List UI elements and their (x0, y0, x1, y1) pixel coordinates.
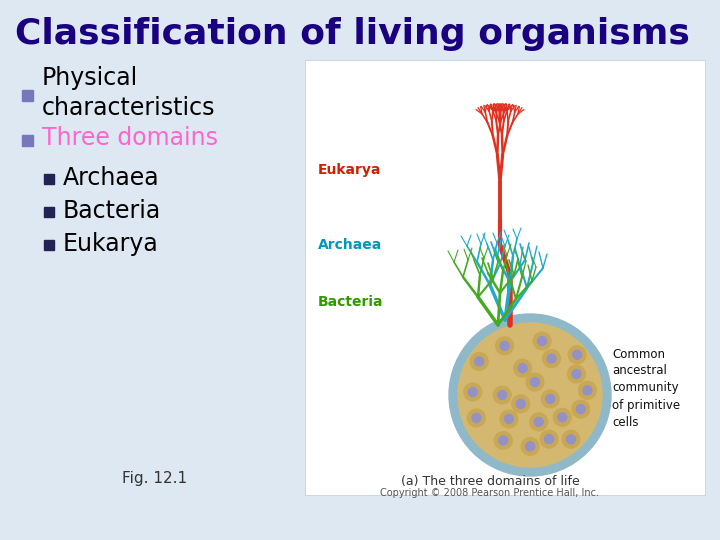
Circle shape (547, 354, 556, 363)
Circle shape (505, 414, 513, 423)
Bar (22, 90, 33, 101)
Circle shape (576, 404, 585, 414)
Bar (44, 207, 54, 217)
Text: Common
ancestral
community
of primitive
cells: Common ancestral community of primitive … (612, 348, 680, 429)
Circle shape (518, 363, 527, 373)
Text: Bacteria: Bacteria (318, 295, 384, 309)
Circle shape (553, 408, 571, 426)
Circle shape (521, 437, 539, 455)
Circle shape (494, 431, 512, 449)
Circle shape (544, 435, 554, 443)
Circle shape (474, 357, 484, 366)
Circle shape (472, 414, 481, 422)
Circle shape (516, 399, 525, 408)
Circle shape (500, 341, 509, 350)
Text: Bacteria: Bacteria (63, 199, 161, 223)
Text: Archaea: Archaea (63, 166, 160, 190)
Text: Archaea: Archaea (318, 238, 382, 252)
Circle shape (572, 350, 582, 359)
Text: Classification of living organisms: Classification of living organisms (15, 17, 690, 51)
Circle shape (538, 336, 546, 346)
Circle shape (513, 359, 531, 377)
Circle shape (526, 373, 544, 391)
Circle shape (542, 349, 560, 368)
Circle shape (500, 410, 518, 428)
Circle shape (540, 430, 558, 448)
Circle shape (546, 394, 555, 403)
FancyBboxPatch shape (305, 60, 705, 495)
Text: Copyright © 2008 Pearson Prentice Hall, Inc.: Copyright © 2008 Pearson Prentice Hall, … (380, 488, 600, 498)
Circle shape (562, 430, 580, 448)
Circle shape (449, 314, 611, 476)
Circle shape (526, 442, 535, 451)
Circle shape (470, 353, 488, 370)
Text: Fig. 12.1: Fig. 12.1 (122, 470, 188, 485)
Circle shape (499, 436, 508, 445)
Circle shape (567, 365, 585, 383)
Text: Three domains: Three domains (42, 126, 218, 150)
Circle shape (583, 386, 592, 395)
Text: Physical
characteristics: Physical characteristics (42, 66, 215, 120)
Circle shape (530, 413, 548, 431)
Bar (44, 240, 54, 250)
Bar (22, 135, 33, 146)
Circle shape (572, 400, 590, 418)
Circle shape (567, 435, 575, 444)
Circle shape (572, 369, 581, 379)
Circle shape (568, 346, 586, 364)
Circle shape (512, 395, 530, 413)
Circle shape (468, 388, 477, 396)
Text: Eukarya: Eukarya (318, 163, 382, 177)
Circle shape (541, 390, 559, 408)
Text: Eukarya: Eukarya (63, 232, 158, 256)
Circle shape (464, 383, 482, 401)
Circle shape (578, 381, 596, 400)
Circle shape (495, 337, 513, 355)
Circle shape (458, 323, 602, 467)
Circle shape (534, 417, 543, 427)
Circle shape (558, 413, 567, 422)
Circle shape (531, 377, 539, 387)
Circle shape (467, 409, 485, 427)
Text: (a) The three domains of life: (a) The three domains of life (400, 476, 580, 489)
Bar (44, 174, 54, 184)
Circle shape (533, 332, 551, 350)
Circle shape (493, 386, 511, 404)
Circle shape (498, 390, 507, 400)
